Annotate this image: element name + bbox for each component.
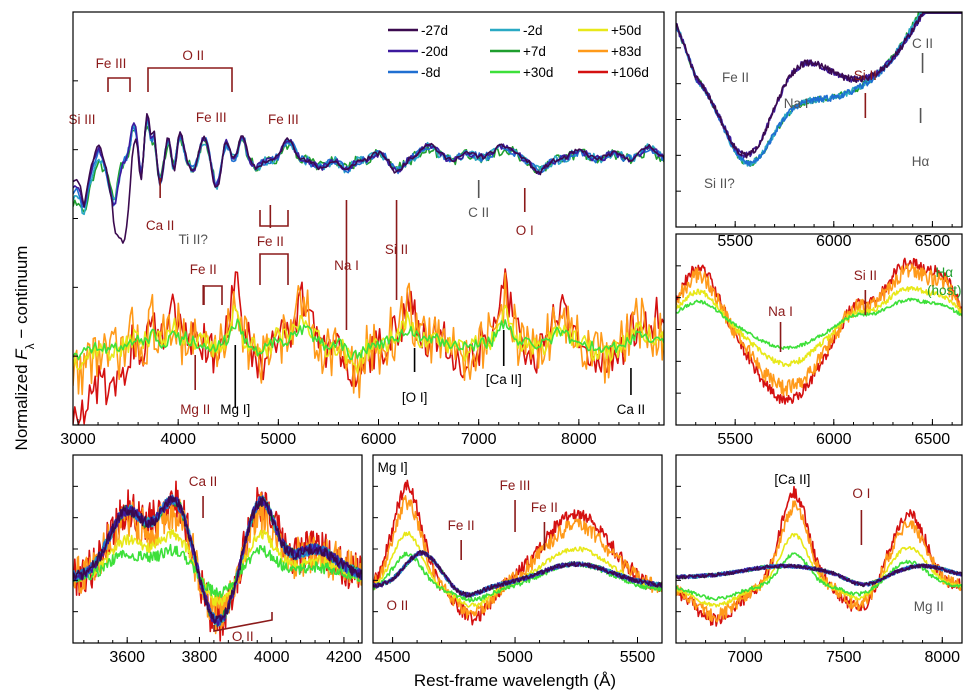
series-line--27d-bottom-left (73, 495, 362, 625)
legend-label--2d: -2d (523, 23, 543, 38)
annotation-top-right-3: C II (912, 36, 933, 51)
x-tick-label-top-right-6000: 6000 (816, 233, 852, 250)
annotation-main-7: C II (468, 205, 489, 220)
series-line--27d-bottom-right (676, 563, 962, 588)
legend-label--20d: -20d (421, 44, 448, 59)
annotation-main-5: Ca II (146, 218, 175, 233)
bracket-o-ii (147, 67, 233, 92)
series-line-+30d-bottom-left (73, 543, 362, 598)
series-line-+50d-bottom-right (676, 532, 962, 608)
bracket-o-ii-bottom (213, 612, 273, 632)
series-line-+30d-main (73, 318, 664, 361)
legend-label-+50d: +50d (611, 23, 641, 38)
panel-frame-mid-right (675, 233, 963, 426)
annotation-bottom-mid-2: Fe II (448, 518, 475, 533)
annotation-main-8: O I (516, 223, 534, 238)
series-line-+30d-mid-right (676, 297, 962, 350)
series-line-+30d-bottom-mid (373, 551, 662, 603)
series-line--27d-main (73, 113, 664, 244)
annotation-mid-right-0: Na I (768, 304, 793, 319)
x-tick-label-bottom-mid-4500: 4500 (375, 649, 411, 666)
series-line--20d-top-right (676, 12, 962, 159)
x-tick-label-main-5000: 5000 (261, 431, 297, 448)
bracket-fe-ii-lower (203, 285, 223, 305)
bracket-fe-iii (107, 77, 131, 92)
annotation-bottom-mid-4: O II (387, 598, 409, 613)
annotation-main-9: Ti II? (178, 232, 208, 247)
annotation-bottom-right-0: [Ca II] (774, 472, 810, 487)
annotation-bottom-left-0: Ca II (189, 474, 218, 489)
annotation-mid-right-2: Hα (935, 265, 953, 280)
x-tick-label-bottom-right-7500: 7500 (826, 649, 862, 666)
annotation-bottom-mid-3: Fe II (531, 500, 558, 515)
x-tick-label-top-right-5500: 5500 (717, 233, 753, 250)
annotation-mid-right-1: Si II (854, 268, 877, 283)
legend-label-+83d: +83d (611, 44, 641, 59)
x-tick-label-mid-right-5500: 5500 (717, 431, 753, 448)
series-line--27d-top-right (676, 12, 962, 159)
x-tick-label-main-4000: 4000 (160, 431, 196, 448)
x-tick-label-top-right-6500: 6500 (915, 233, 951, 250)
annotation-main-2: O II (182, 48, 204, 63)
annotation-bottom-right-1: O I (852, 486, 870, 501)
x-tick-label-bottom-left-3800: 3800 (182, 649, 218, 666)
legend-label-+106d: +106d (611, 65, 649, 80)
annotation-main-4: Fe III (268, 112, 299, 127)
x-tick-label-bottom-left-4000: 4000 (254, 649, 290, 666)
annotation-bottom-mid-0: Mg I] (378, 460, 408, 475)
annotation-main-14: Mg I] (220, 402, 250, 417)
x-tick-label-mid-right-6000: 6000 (816, 431, 852, 448)
series-line-+83d-mid-right (676, 263, 962, 397)
annotation-top-right-2: Si II (854, 68, 877, 83)
x-tick-label-mid-right-6500: 6500 (915, 431, 951, 448)
annotation-main-15: [O I] (402, 390, 428, 405)
series-line-+50d-bottom-mid (373, 531, 662, 608)
x-tick-label-bottom-left-3600: 3600 (109, 649, 145, 666)
series-line--27d-bottom-mid (373, 550, 662, 598)
x-tick-label-main-6000: 6000 (361, 431, 397, 448)
annotation-main-17: Ca II (617, 402, 646, 417)
series-line-+106d-bottom-mid (373, 479, 662, 626)
series-line-+7d-main (73, 125, 664, 214)
series-line-+50d-mid-right (676, 286, 962, 368)
annotation-top-right-5: Hα (912, 154, 930, 169)
annotation-main-6: Fe II (257, 234, 284, 249)
legend-label-+30d: +30d (523, 65, 553, 80)
x-tick-label-bottom-right-7000: 7000 (727, 649, 763, 666)
x-tick-label-bottom-mid-5000: 5000 (497, 649, 533, 666)
annotation-main-3: Fe III (196, 110, 227, 125)
legend-label-+7d: +7d (523, 44, 546, 59)
annotation-main-13: Mg II (180, 402, 210, 417)
y-axis-label: Normalized Fλ − continuum (12, 246, 37, 451)
annotation-main-10: Fe II (190, 262, 217, 277)
annotation-top-right-1: Na I (784, 96, 809, 111)
series-line-+50d-bottom-left (73, 528, 362, 607)
x-tick-label-bottom-left-4200: 4200 (326, 649, 362, 666)
x-axis-label: Rest-frame wavelength (Å) (414, 671, 616, 690)
bracket-fe-ii-upper (259, 210, 289, 227)
annotation-main-1: Fe III (96, 56, 127, 71)
legend-label--27d: -27d (421, 23, 448, 38)
x-tick-label-bottom-mid-5500: 5500 (620, 649, 656, 666)
x-tick-label-main-8000: 8000 (561, 431, 597, 448)
annotation-bottom-right-2: Mg II (914, 599, 944, 614)
annotation-mid-right-3: (host) (927, 283, 962, 298)
x-tick-label-bottom-right-8000: 8000 (924, 649, 960, 666)
legend-label--8d: -8d (421, 65, 441, 80)
annotation-bottom-mid-1: Fe III (500, 478, 531, 493)
annotation-top-right-4: Si II? (704, 176, 735, 191)
annotation-bottom-left-1: O II (232, 629, 254, 644)
series-line--2d-main (73, 119, 664, 216)
x-tick-label-main-3000: 3000 (60, 431, 96, 448)
series-line-+30d-bottom-right (676, 552, 962, 601)
annotation-main-16: [Ca II] (486, 372, 522, 387)
x-tick-label-main-7000: 7000 (461, 431, 497, 448)
annotation-main-0: Si III (69, 112, 96, 127)
annotation-top-right-0: Fe II (722, 70, 749, 85)
bracket-fe-ii-mid (259, 253, 289, 285)
